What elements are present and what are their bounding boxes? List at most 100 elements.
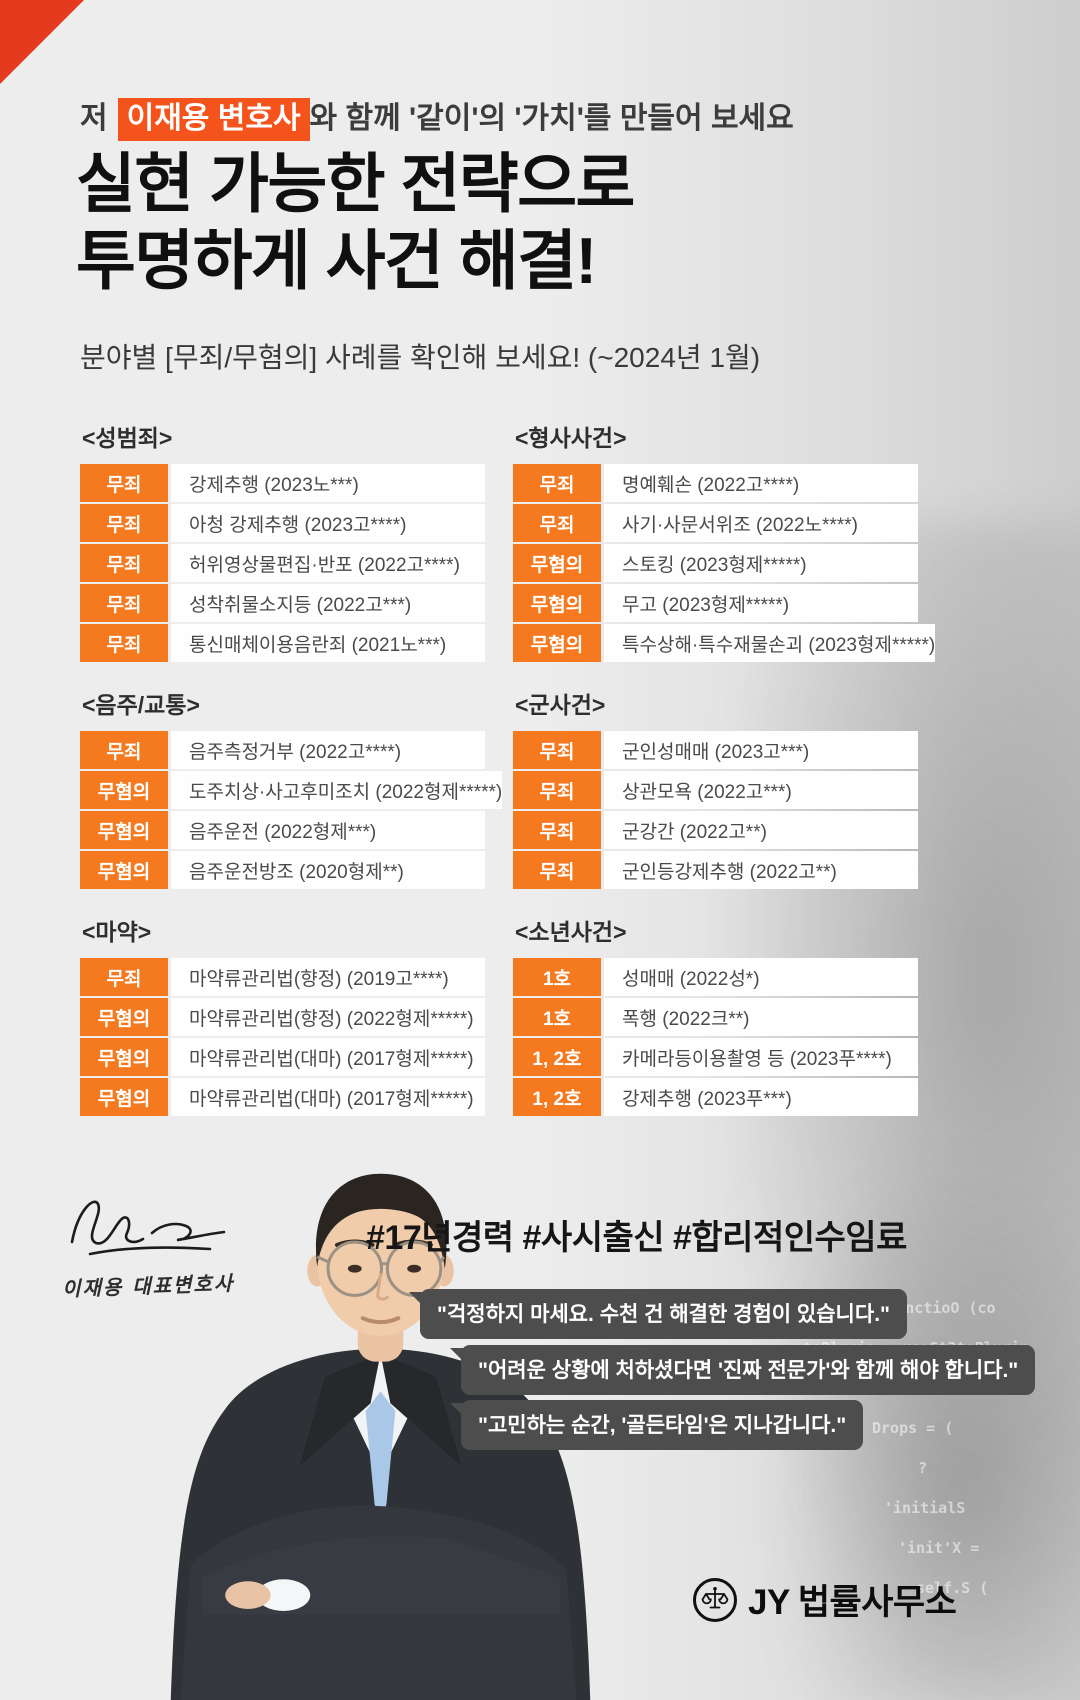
- quote-bubble: "고민하는 순간, '골든타임'은 지나갑니다.": [449, 1400, 864, 1450]
- case-row: 무혐의 음주운전방조 (2020형제**): [80, 851, 485, 889]
- case-description: 상관모욕 (2022고***): [604, 771, 918, 809]
- verdict-badge: 무죄: [513, 811, 601, 849]
- case-table: 무죄 음주측정거부 (2022고****) 무혐의 도주치상·사고후미조치 (2022…: [80, 731, 503, 889]
- case-description: 특수상해·특수재물손괴 (2023형제*****): [604, 624, 936, 662]
- case-row: 무죄 허위영상물편집·반포 (2022고****): [80, 544, 485, 582]
- case-row: 무죄 군인등강제추행 (2022고**): [513, 851, 918, 889]
- case-row: 무혐의 도주치상·사고후미조치 (2022형제*****): [80, 771, 503, 809]
- lawyer-name-caption: 이재용 대표변호사: [61, 1271, 235, 1301]
- case-row: 1, 2호 카메라등이용촬영 등 (2023푸****): [513, 1038, 918, 1076]
- background-code-text: Drops = (: [872, 1419, 954, 1437]
- lawyer-name-highlight: 이재용 변호사: [117, 98, 310, 141]
- case-section-4: <마약> 무죄 마약류관리법(향정) (2019고****) 무혐의 마약류관리법(향정…: [80, 918, 485, 1118]
- case-row: 무죄 아청 강제추행 (2023고****): [80, 504, 485, 542]
- scales-of-justice-icon: [693, 1577, 737, 1622]
- case-row: 무죄 사기·사문서위조 (2022노****): [513, 504, 918, 542]
- case-description: 카메라등이용촬영 등 (2023푸****): [604, 1038, 918, 1076]
- section-title: <마약>: [82, 919, 152, 945]
- section-title: <음주/교통>: [82, 692, 200, 718]
- case-row: 무혐의 특수상해·특수재물손괴 (2023형제*****): [513, 624, 936, 662]
- corner-triangle-decoration: [0, 0, 84, 84]
- case-row: 무혐의 마약류관리법(대마) (2017형제*****): [80, 1038, 485, 1076]
- case-table: 무죄 명예훼손 (2022고****) 무죄 사기·사문서위조 (2022노****)…: [513, 464, 936, 662]
- case-description: 사기·사문서위조 (2022노****): [604, 504, 918, 542]
- case-description: 군인성매매 (2023고***): [604, 731, 918, 769]
- case-description: 음주운전방조 (2020형제**): [171, 851, 485, 889]
- case-description: 통신매체이용음란죄 (2021노***): [171, 624, 485, 662]
- verdict-badge: 무죄: [80, 624, 168, 662]
- case-description: 성매매 (2022성*): [604, 958, 918, 996]
- verdict-badge: 무죄: [513, 504, 601, 542]
- verdict-badge: 1호: [513, 998, 601, 1036]
- case-row: 무혐의 스토킹 (2023형제*****): [513, 544, 918, 582]
- verdict-badge: 무혐의: [513, 584, 601, 622]
- case-row: 무혐의 무고 (2023형제*****): [513, 584, 918, 622]
- case-table: 1호 성매매 (2022성*) 1호 폭행 (2022크**) 1, 2호 카메라등이용촬…: [513, 958, 918, 1116]
- section-title: <군사건>: [515, 692, 606, 718]
- case-section-0: <성범죄> 무죄 강제추행 (2023노***) 무죄 아청 강제추행 (2023고**…: [80, 424, 485, 664]
- case-row: 무죄 마약류관리법(향정) (2019고****): [80, 958, 485, 996]
- quote-bubble: "걱정하지 마세요. 수천 건 해결한 경험이 있습니다.": [409, 1289, 907, 1339]
- firm-logo-mark: JY: [748, 1583, 790, 1622]
- verdict-badge: 무죄: [80, 584, 168, 622]
- verdict-badge: 무혐의: [80, 851, 168, 889]
- case-description: 마약류관리법(향정) (2022형제*****): [171, 998, 485, 1036]
- verdict-badge: 1, 2호: [513, 1078, 601, 1116]
- case-description: 강제추행 (2023노***): [171, 464, 485, 502]
- section-title: <형사사건>: [515, 425, 627, 451]
- page-title: 실현 가능한 전략으로 투명하게 사건 해결!: [76, 146, 635, 299]
- verdict-badge: 무죄: [80, 731, 168, 769]
- case-row: 무죄 군인성매매 (2023고***): [513, 731, 918, 769]
- case-table: 무죄 군인성매매 (2023고***) 무죄 상관모욕 (2022고***) 무죄 군강간…: [513, 731, 918, 889]
- verdict-badge: 무죄: [513, 851, 601, 889]
- verdict-badge: 1호: [513, 958, 601, 996]
- verdict-badge: 무혐의: [513, 544, 601, 582]
- case-row: 무죄 명예훼손 (2022고****): [513, 464, 918, 502]
- case-table: 무죄 마약류관리법(향정) (2019고****) 무혐의 마약류관리법(향정) (2…: [80, 958, 485, 1116]
- intro-line: 저 이재용 변호사 와 함께 '같이'의 '가치'를 만들어 보세요: [80, 93, 794, 141]
- firm-logo: JY 법률사무소: [693, 1574, 957, 1625]
- case-description: 음주측정거부 (2022고****): [171, 731, 485, 769]
- case-description: 아청 강제추행 (2023고****): [171, 504, 485, 542]
- firm-logo-text: JY 법률사무소: [748, 1574, 957, 1625]
- page-subtitle: 분야별 [무죄/무혐의] 사례를 확인해 보세요! (~2024년 1월): [80, 342, 761, 373]
- firm-logo-name: 법률사무소: [797, 1583, 957, 1622]
- verdict-badge: 무혐의: [80, 771, 168, 809]
- verdict-badge: 무죄: [513, 771, 601, 809]
- verdict-badge: 무죄: [80, 958, 168, 996]
- verdict-badge: 무혐의: [80, 1078, 168, 1116]
- case-row: 1, 2호 강제추행 (2023푸***): [513, 1078, 918, 1116]
- case-table: 무죄 강제추행 (2023노***) 무죄 아청 강제추행 (2023고****) 무죄…: [80, 464, 485, 662]
- case-description: 명예훼손 (2022고****): [604, 464, 918, 502]
- case-description: 폭행 (2022크**): [604, 998, 918, 1036]
- case-row: 1호 폭행 (2022크**): [513, 998, 918, 1036]
- case-tables-grid: <성범죄> 무죄 강제추행 (2023노***) 무죄 아청 강제추행 (2023고**…: [80, 424, 936, 1118]
- intro-prefix: 저: [80, 102, 108, 135]
- verdict-badge: 무혐의: [80, 811, 168, 849]
- verdict-badge: 무혐의: [513, 624, 601, 662]
- case-description: 군강간 (2022고**): [604, 811, 918, 849]
- case-row: 1호 성매매 (2022성*): [513, 958, 918, 996]
- case-row: 무죄 강제추행 (2023노***): [80, 464, 485, 502]
- case-description: 성착취물소지등 (2022고***): [171, 584, 485, 622]
- verdict-badge: 무죄: [80, 504, 168, 542]
- verdict-badge: 무죄: [513, 464, 601, 502]
- case-section-2: <음주/교통> 무죄 음주측정거부 (2022고****) 무혐의 도주치상·사고후미조…: [80, 691, 503, 891]
- page-title-line2: 투명하게 사건 해결!: [76, 223, 597, 297]
- case-row: 무죄 음주측정거부 (2022고****): [80, 731, 485, 769]
- case-description: 스토킹 (2023형제*****): [604, 544, 918, 582]
- case-row: 무죄 상관모욕 (2022고***): [513, 771, 918, 809]
- verdict-badge: 무죄: [80, 464, 168, 502]
- background-code-text: self.S (: [916, 1579, 989, 1597]
- verdict-badge: 무혐의: [80, 998, 168, 1036]
- verdict-badge: 무혐의: [80, 1038, 168, 1076]
- signature-scribble-icon: [70, 1200, 226, 1256]
- case-description: 마약류관리법(대마) (2017형제*****): [171, 1078, 485, 1116]
- case-row: 무혐의 마약류관리법(대마) (2017형제*****): [80, 1078, 485, 1116]
- case-description: 음주운전 (2022형제***): [171, 811, 485, 849]
- verdict-badge: 1, 2호: [513, 1038, 601, 1076]
- section-title: <소년사건>: [515, 919, 627, 945]
- background-code-text: ?: [918, 1459, 928, 1477]
- case-description: 군인등강제추행 (2022고**): [604, 851, 918, 889]
